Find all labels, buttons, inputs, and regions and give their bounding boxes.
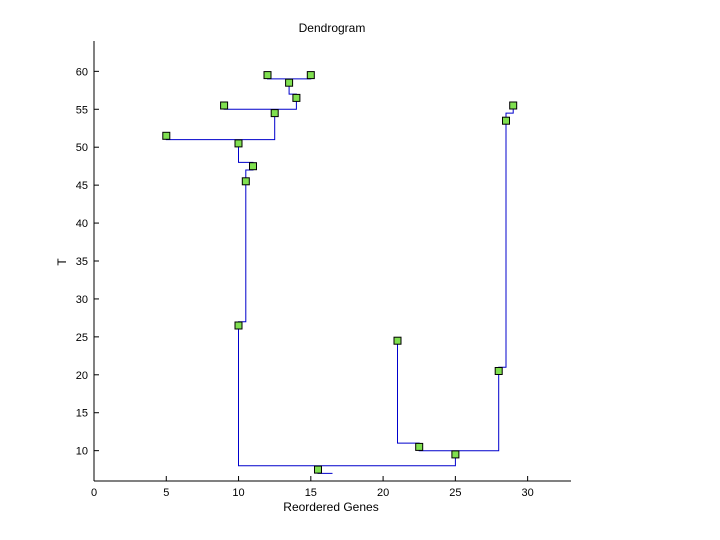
x-tick-label-10: 10	[232, 487, 244, 499]
y-tick-label-20: 20	[76, 370, 88, 382]
y-tick-label-15: 15	[76, 408, 88, 420]
node-marker-10	[234, 321, 243, 330]
y-tick-label-10: 10	[76, 446, 88, 458]
branch-0	[267, 75, 312, 80]
y-tick-label-55: 55	[76, 104, 88, 116]
y-axis-label: T	[55, 258, 69, 266]
branch-3	[165, 109, 276, 141]
y-tick-label-50: 50	[76, 142, 88, 154]
branch-10	[498, 120, 507, 371]
y-tick-label-40: 40	[76, 218, 88, 230]
node-marker-9	[241, 177, 250, 186]
x-tick-label-0: 0	[91, 487, 97, 499]
node-marker-11	[393, 336, 402, 345]
y-axis-ticks: 10 15 20 25 30 35 40 45 50 55 60	[76, 66, 99, 458]
node-marker-13	[451, 450, 460, 459]
node-marker-15	[502, 116, 510, 125]
x-tick-label-25: 25	[449, 487, 461, 499]
branch-2	[223, 97, 297, 110]
node-marker-14	[494, 367, 503, 375]
node-marker-12	[415, 442, 424, 451]
node-marker-0	[263, 71, 272, 80]
node-marker-1	[306, 71, 315, 80]
y-tick-label-45: 45	[76, 180, 88, 192]
x-axis-label: Reordered Genes	[283, 500, 378, 514]
dendrogram-nodes	[162, 71, 518, 474]
branch-9	[418, 371, 500, 452]
dendrogram-branches	[165, 75, 514, 474]
node-marker-5	[270, 109, 279, 118]
x-tick-label-15: 15	[305, 487, 317, 499]
node-marker-4	[220, 101, 229, 110]
x-tick-label-5: 5	[163, 487, 169, 499]
branch-8	[397, 340, 420, 447]
branch-6	[238, 181, 247, 326]
y-tick-label-35: 35	[76, 256, 88, 268]
y-tick-label-30: 30	[76, 294, 88, 306]
y-tick-label-25: 25	[76, 332, 88, 344]
chart-title: Dendrogram	[299, 21, 366, 35]
node-marker-8	[249, 162, 257, 171]
branch-7	[238, 325, 456, 467]
x-tick-label-30: 30	[522, 487, 534, 499]
node-marker-2	[285, 78, 294, 87]
node-marker-3	[292, 93, 301, 102]
node-marker-6	[162, 131, 171, 140]
node-marker-17	[314, 465, 322, 474]
x-axis-ticks: 0 5 10 15 20 25 30	[91, 476, 534, 499]
node-marker-7	[234, 139, 243, 148]
node-marker-16	[509, 101, 518, 110]
x-tick-label-20: 20	[377, 487, 389, 499]
y-tick-label-60: 60	[76, 66, 88, 78]
